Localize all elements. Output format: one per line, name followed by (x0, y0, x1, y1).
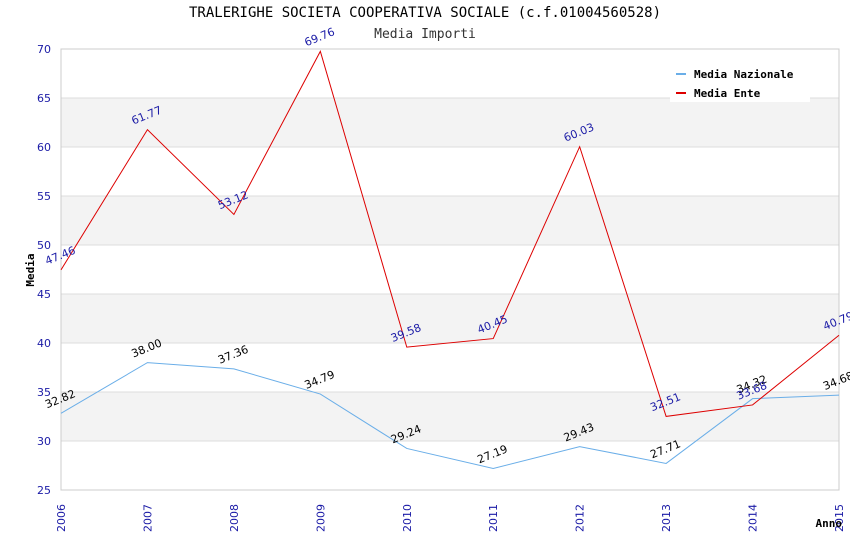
x-tick-label: 2008 (228, 504, 241, 532)
legend-entry: Media Ente (694, 87, 761, 100)
grid-band (61, 98, 839, 147)
y-tick-label: 40 (37, 337, 51, 350)
grid-bands (61, 98, 839, 441)
y-tick-label: 55 (37, 190, 51, 203)
data-label: 69.76 (303, 25, 337, 49)
legend-box (670, 60, 810, 102)
x-axis-label: Anno (816, 517, 843, 530)
y-tick-label: 50 (37, 239, 51, 252)
x-tick-label: 2012 (574, 504, 587, 532)
x-tick-label: 2014 (747, 504, 760, 532)
x-tick-label: 2010 (401, 504, 414, 532)
x-tick-label: 2015 (833, 504, 846, 532)
chart-title: TRALERIGHE SOCIETA COOPERATIVA SOCIALE (… (188, 5, 661, 21)
legend: Media Nazionale Media Ente (670, 60, 810, 102)
y-tick-label: 25 (37, 484, 51, 497)
data-label: 37.36 (216, 343, 250, 367)
y-tick-label: 65 (37, 92, 51, 105)
y-tick-label: 45 (37, 288, 51, 301)
x-axis-ticks: 2006 2007 2008 2009 2010 2011 2012 2013 2014 2015 (55, 504, 846, 532)
grid-band (61, 392, 839, 441)
y-tick-label: 60 (37, 141, 51, 154)
data-label: 34.79 (303, 368, 337, 392)
series-line (60, 50, 840, 417)
x-tick-label: 2011 (487, 504, 500, 532)
x-tick-label: 2007 (141, 504, 154, 532)
y-axis-label: Media (24, 253, 37, 286)
grid-band (61, 196, 839, 245)
series-line (60, 362, 840, 470)
data-label: 27.19 (475, 442, 509, 466)
x-tick-label: 2009 (314, 504, 327, 532)
y-tick-label: 70 (37, 43, 51, 56)
y-tick-label: 30 (37, 435, 51, 448)
y-tick-label: 35 (37, 386, 51, 399)
grid-band (61, 294, 839, 343)
data-label: 34.68 (821, 369, 850, 393)
x-tick-label: 2006 (55, 504, 68, 532)
legend-entry: Media Nazionale (694, 68, 794, 81)
x-tick-label: 2013 (660, 504, 673, 532)
chart-subtitle: Media Importi (374, 27, 476, 42)
y-axis-ticks: 25 30 35 40 45 50 55 60 65 70 (37, 43, 51, 497)
